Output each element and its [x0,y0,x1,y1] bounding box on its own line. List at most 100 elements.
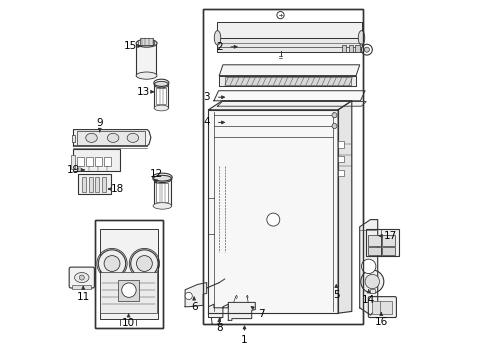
Text: 12: 12 [149,168,162,179]
Circle shape [361,44,371,55]
Ellipse shape [75,273,89,283]
Bar [138,40,154,45]
Bar [77,131,145,145]
Bar [369,289,374,293]
Text: 13: 13 [136,87,149,97]
Bar [337,141,343,148]
Bar [95,157,102,166]
Ellipse shape [214,31,220,45]
Text: 6: 6 [190,302,197,312]
Ellipse shape [153,175,171,183]
Ellipse shape [153,203,171,209]
Bar [156,88,165,104]
Text: 9: 9 [96,118,103,128]
Bar [371,301,392,314]
Bar [203,9,363,324]
Ellipse shape [136,72,157,79]
Circle shape [122,283,136,297]
Bar [382,235,394,246]
Bar [118,280,139,301]
Bar [367,235,380,246]
Circle shape [331,123,336,129]
Bar [77,157,83,166]
Text: 14: 14 [361,294,375,305]
Text: 17: 17 [383,231,396,241]
Text: 7: 7 [258,309,264,319]
Bar [72,285,91,289]
Circle shape [361,259,375,274]
Bar [82,177,86,192]
Circle shape [104,256,120,271]
Polygon shape [337,101,351,313]
Bar [104,157,110,166]
Bar [73,149,120,171]
Bar [367,247,380,255]
Bar [86,157,92,166]
Bar [89,177,92,192]
Bar [95,177,99,192]
Bar [153,179,171,206]
Bar [95,220,163,328]
Ellipse shape [154,105,168,111]
FancyBboxPatch shape [367,297,396,318]
Circle shape [365,274,379,289]
Text: 18: 18 [111,184,124,194]
Bar [337,156,343,162]
Circle shape [331,113,336,118]
Polygon shape [208,101,351,110]
Bar [337,170,343,176]
Bar [366,229,398,256]
Text: 5: 5 [332,290,339,300]
Polygon shape [217,22,361,38]
Text: 10: 10 [122,318,135,328]
Polygon shape [208,110,337,313]
Bar [140,38,152,45]
Ellipse shape [127,133,139,142]
Bar [156,183,167,202]
Polygon shape [213,91,365,101]
FancyBboxPatch shape [69,267,94,288]
Ellipse shape [107,133,119,142]
Text: 4: 4 [203,117,209,127]
Bar [102,177,105,192]
Polygon shape [208,304,228,318]
Bar [382,247,394,255]
Polygon shape [359,220,377,315]
Bar [71,155,75,169]
Bar [341,45,346,52]
Bar [355,45,359,52]
Bar [224,77,350,85]
Polygon shape [217,102,366,106]
Circle shape [136,256,152,271]
Bar [101,272,157,313]
Circle shape [266,213,279,226]
Text: 15: 15 [123,41,137,51]
Polygon shape [73,130,151,146]
Bar [72,135,75,142]
Polygon shape [219,76,355,86]
Circle shape [364,47,368,52]
Bar [136,43,156,76]
Circle shape [185,292,192,300]
Bar [100,229,158,319]
Circle shape [276,12,284,19]
Ellipse shape [136,39,157,47]
Polygon shape [217,38,361,52]
Circle shape [98,250,125,277]
Polygon shape [228,302,255,320]
Text: 11: 11 [77,292,90,302]
Bar [203,9,363,324]
Circle shape [79,275,84,280]
Text: 8: 8 [216,323,222,333]
Ellipse shape [85,133,97,142]
Text: 2: 2 [216,42,222,52]
Circle shape [360,270,383,293]
Polygon shape [185,283,206,307]
Text: 19: 19 [67,165,80,175]
Bar [78,174,110,194]
Polygon shape [219,65,359,76]
Ellipse shape [358,31,364,45]
Text: 1: 1 [241,335,247,345]
Circle shape [130,250,158,277]
Text: 3: 3 [203,92,209,102]
